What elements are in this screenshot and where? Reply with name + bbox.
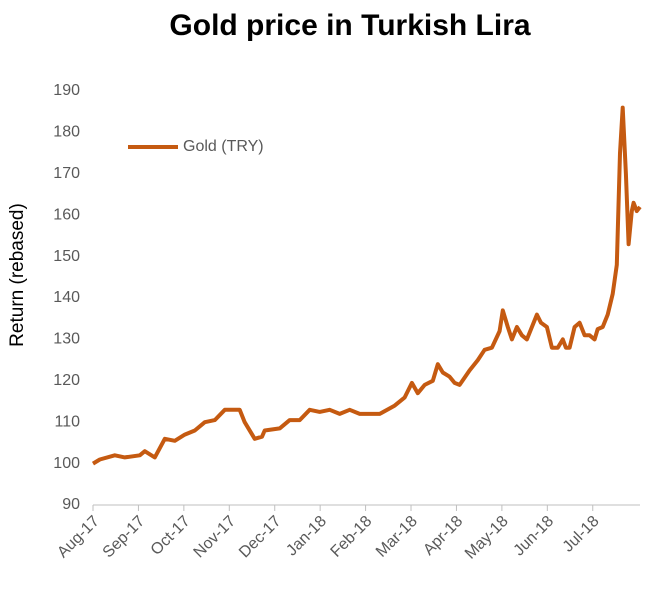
y-tick-label: 110	[54, 413, 80, 430]
data-line	[91, 105, 642, 466]
y-axis-label: Return (rebased)	[7, 203, 28, 347]
x-tick-label: Sep-17	[100, 513, 149, 562]
x-tick-label: May-18	[462, 513, 512, 563]
x-tick-label: Oct-17	[148, 513, 194, 559]
x-tick-label: Aug-17	[54, 513, 103, 562]
x-tick-label: Jul-18	[560, 513, 603, 556]
x-tick-label: Nov-17	[191, 513, 240, 562]
y-tick-label: 130	[53, 331, 80, 348]
y-tick-label: 100	[53, 455, 80, 472]
y-tick-label: 180	[53, 124, 80, 141]
x-tick-label: Jun-18	[511, 513, 558, 560]
y-tick-label: 160	[53, 206, 80, 223]
y-tick-label: 150	[53, 248, 80, 265]
x-tick-label: Feb-18	[328, 513, 376, 561]
y-tick-label: 140	[53, 289, 80, 306]
y-tick-label: 190	[53, 82, 80, 99]
y-tick-label: 90	[62, 496, 80, 513]
legend-label: Gold (TRY)	[183, 138, 264, 155]
x-tick-label: Mar-18	[373, 513, 421, 561]
chart-title: Gold price in Turkish Lira	[169, 9, 530, 42]
x-tick-label: Jan-18	[283, 513, 330, 560]
x-tick-label: Dec-17	[236, 513, 285, 562]
y-tick-label: 170	[53, 165, 80, 182]
x-tick-label: Apr-18	[420, 513, 466, 559]
y-tick-label: 120	[53, 372, 80, 389]
